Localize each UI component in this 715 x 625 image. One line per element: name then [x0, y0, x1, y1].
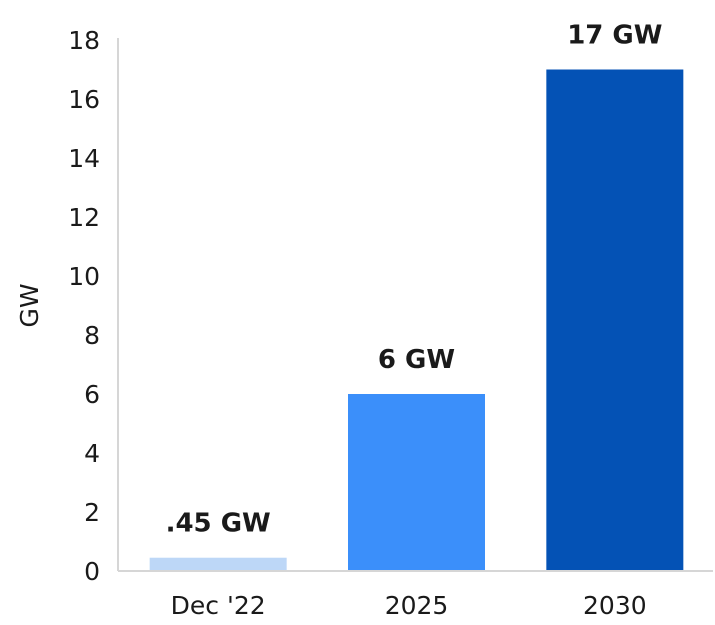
x-category-label: Dec '22 [171, 591, 266, 620]
y-tick-label: 2 [84, 498, 100, 527]
y-tick-label: 16 [68, 85, 100, 114]
x-axis-category-labels: Dec '22 2025 2030 [171, 591, 647, 620]
bar [149, 557, 287, 571]
bar [348, 394, 485, 571]
y-tick-label: 6 [84, 380, 100, 409]
bar-data-label: 6 GW [378, 345, 455, 375]
x-category-label: 2030 [583, 591, 647, 620]
bar-data-label: .45 GW [166, 509, 271, 539]
y-tick-label: 18 [68, 26, 100, 55]
bar-data-label: 17 GW [567, 21, 662, 51]
y-tick-label: 0 [84, 557, 100, 586]
y-axis-title: GW [15, 283, 44, 327]
y-tick-label: 14 [68, 144, 100, 173]
y-tick-label: 4 [84, 439, 100, 468]
y-tick-label: 12 [68, 203, 100, 232]
data-labels: .45 GW 6 GW 17 GW [166, 21, 663, 539]
y-axis-ticks: 0 2 4 6 8 10 12 14 16 18 [68, 26, 100, 586]
y-tick-label: 8 [84, 321, 100, 350]
y-tick-label: 10 [68, 262, 100, 291]
bar [546, 69, 684, 571]
x-category-label: 2025 [385, 591, 449, 620]
bars [149, 69, 684, 571]
